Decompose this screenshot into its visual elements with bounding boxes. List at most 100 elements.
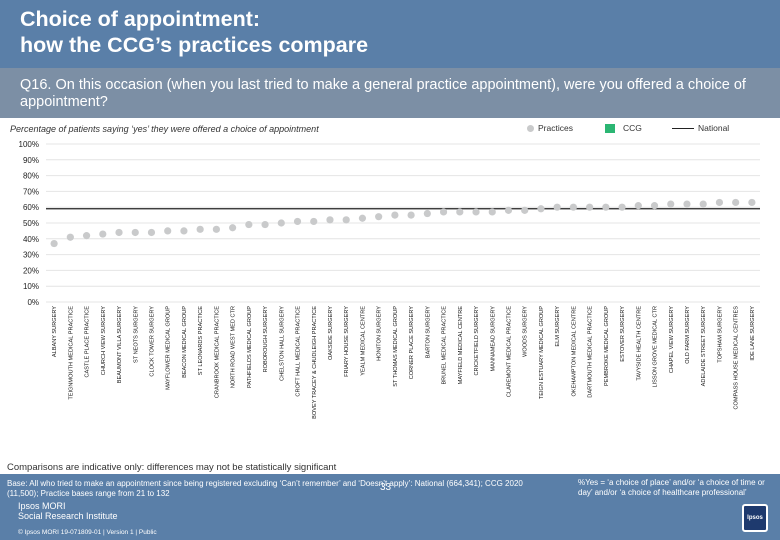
national-line-icon [672, 127, 694, 129]
practice-point [650, 202, 659, 210]
legend-practices: Practices [527, 123, 573, 133]
category-label: ESTOVER SURGERY [620, 306, 626, 362]
question-bar: Q16. On this occasion (when you last tri… [0, 68, 780, 118]
category-label: OLD FARM SURGERY [685, 306, 691, 364]
category-label: MANNAMEAD SURGERY [490, 306, 496, 372]
category-label: IDE LANE SURGERY [750, 306, 756, 361]
question-text: Q16. On this occasion (when you last tri… [20, 77, 746, 110]
category-label: ADELAIDE STREET SURGERY [701, 306, 707, 387]
y-tick-label: 30% [23, 251, 39, 260]
category-label: ELM SURGERY [555, 306, 561, 347]
category-label: ST THOMAS MEDICAL GROUP [393, 306, 399, 387]
practice-point [423, 209, 431, 218]
category-label: CRICKETFIELD SURGERY [474, 306, 480, 376]
y-tick-label: 90% [23, 156, 39, 165]
category-label: CRANBROOK MEDICAL PRACTICE [214, 306, 220, 398]
practice-point [472, 208, 480, 216]
y-tick-label: 60% [23, 203, 39, 212]
legend-ccg-label: CCG [623, 123, 642, 133]
category-label: LISSON GROVE MEDICAL CTR [653, 306, 659, 388]
practice-point [147, 228, 156, 237]
category-label: CHELSTON HALL SURGERY [279, 306, 285, 381]
practice-point [391, 211, 399, 219]
practice-point [569, 203, 577, 211]
legend-practices-label: Practices [538, 123, 573, 133]
yes-definition-note: %Yes = ‘a choice of place’ and/or ‘a cho… [578, 478, 765, 497]
practice-point [66, 233, 74, 241]
practice-point [699, 200, 707, 208]
practice-point [326, 216, 334, 224]
category-label: WOODS SURGERY [523, 306, 529, 357]
category-label: ST LEONARDS PRACTICE [198, 306, 204, 375]
category-label: MAYFLOWER MEDICAL GROUP [166, 306, 172, 390]
legend-national-label: National [698, 123, 730, 133]
legend-ccg: CCG [605, 123, 642, 133]
category-label: TEIGNMOUTH MEDICAL PRACTICE [68, 306, 74, 400]
practice-point [602, 203, 610, 211]
ccg-square-icon [605, 123, 615, 133]
category-label: CLOCK TOWER SURGERY [149, 306, 155, 377]
practice-point [164, 227, 172, 235]
category-label: PATHFIELDS MEDICAL GROUP [247, 306, 253, 388]
practice-point [293, 217, 302, 226]
category-label: COMPASS HOUSE MEDICAL CENTRES [734, 306, 740, 410]
category-label: BOVEY TRACEY & CHUDLEIGH PRACTICE [312, 306, 318, 419]
practice-point [488, 208, 496, 216]
y-tick-label: 40% [23, 235, 39, 244]
y-tick-label: 50% [23, 219, 39, 228]
practice-point [715, 198, 724, 207]
category-label: TAVYSIDE HEALTH CENTRE [636, 306, 642, 381]
practice-point [115, 228, 123, 237]
practice-point [537, 205, 545, 213]
category-label: BRUNEL MEDICAL PRACTICE [442, 306, 448, 385]
title-bar: Choice of appointment: how the CCG’s pra… [0, 0, 780, 68]
practice-point [277, 219, 285, 227]
base-note: Base: All who tried to make an appointme… [7, 479, 523, 498]
category-label: OKEHAMPTON MEDICAL CENTRE [571, 306, 577, 397]
category-label: BEAUMONT VILLA SURGERY [117, 306, 123, 383]
practice-point [521, 206, 529, 214]
practice-point [261, 220, 269, 229]
category-label: CHAPEL VIEW SURGERY [669, 306, 675, 373]
category-label: NORTH ROAD WEST MED CTR [231, 306, 237, 388]
category-label: BARTON SURGERY [425, 306, 431, 358]
practice-point [618, 203, 626, 211]
page-number: 33 [380, 482, 392, 493]
copyright-line: © Ipsos MORI 19-071809-01 | Version 1 | … [18, 529, 157, 536]
practice-point [82, 232, 91, 240]
practice-point [180, 227, 188, 235]
practice-point [456, 208, 464, 216]
practice-point [683, 200, 691, 208]
practice-dot-icon [527, 124, 534, 132]
y-tick-label: 80% [23, 172, 39, 181]
legend-national: National [672, 123, 729, 133]
category-label: CLAREMONT MEDICAL PRACTICE [506, 306, 512, 397]
practice-point [99, 230, 107, 238]
y-tick-label: 70% [23, 187, 39, 196]
category-label: FRIARY HOUSE SURGERY [344, 306, 350, 377]
chart-subtitle: Percentage of patients saying ‘yes’ they… [10, 124, 319, 134]
category-label: TOPSHAM SURGERY [717, 306, 723, 363]
category-label: CORNER PLACE SURGERY [409, 306, 415, 380]
practice-point [212, 225, 220, 233]
y-tick-label: 100% [19, 140, 39, 149]
footer: Base: All who tried to make an appointme… [0, 474, 780, 540]
practice-point [196, 225, 204, 233]
practice-point [358, 214, 367, 222]
caveat-note: Comparisons are indicative only: differe… [7, 462, 337, 473]
y-tick-label: 10% [23, 282, 39, 291]
practice-point [586, 203, 594, 211]
practice-point [375, 213, 383, 221]
chart-plot: 0% 10% 20% 30% 40% 50% 60% 70% 80% 90% 100% ALBANY… [19, 140, 760, 419]
category-label: OAKSIDE SURGERY [328, 306, 334, 360]
category-label: ST NEOTS SURGERY [133, 306, 139, 363]
practice-point [50, 239, 58, 248]
category-label: BEACON MEDICAL GROUP [182, 306, 188, 378]
practice-point [342, 216, 350, 224]
practice-point [245, 220, 253, 229]
practice-point [407, 211, 415, 219]
category-label: DARTMOUTH MEDICAL PRACTICE [588, 306, 594, 398]
category-label: TEIGN ESTUARY MEDICAL GROUP [539, 306, 545, 399]
category-label: ROBOROUGH SURGERY [263, 306, 269, 373]
ipsos-mori-logo: Ipsos MORI Social Research Institute [18, 501, 118, 521]
